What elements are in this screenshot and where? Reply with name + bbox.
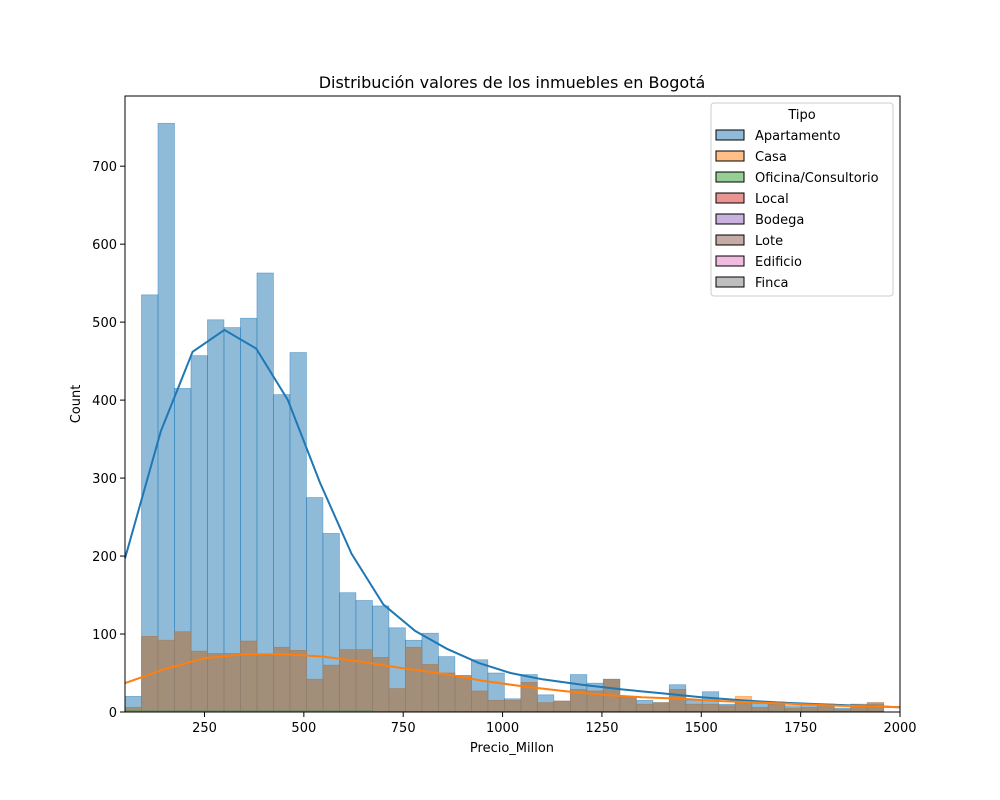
bar-finca xyxy=(322,664,340,713)
bar-finca xyxy=(536,702,555,713)
legend-label: Apartamento xyxy=(755,129,841,144)
x-tick-label: 1500 xyxy=(685,721,718,736)
legend-swatch xyxy=(715,234,745,246)
bar-finca xyxy=(504,699,522,713)
y-tick-label: 500 xyxy=(92,316,117,331)
x-tick-label: 500 xyxy=(291,721,316,736)
bar-finca xyxy=(388,688,406,713)
legend-label: Oficina/Consultorio xyxy=(755,171,879,186)
y-tick-label: 0 xyxy=(109,706,117,721)
bar-finca xyxy=(553,700,571,713)
legend-swatch xyxy=(715,192,745,204)
bar-finca xyxy=(685,703,703,713)
plot-frame xyxy=(124,95,901,713)
y-tick-label: 400 xyxy=(92,394,117,409)
bar-finca xyxy=(718,705,736,713)
bar-finca xyxy=(240,640,258,713)
bar-finca xyxy=(701,703,720,713)
bar-finca xyxy=(355,649,373,713)
legend-swatch xyxy=(715,171,745,183)
x-tick-label: 1000 xyxy=(486,721,519,736)
legend-title: Tipo xyxy=(787,108,815,123)
kde-line-apartamento xyxy=(124,328,901,709)
bar-finca xyxy=(800,706,819,713)
legend-swatch xyxy=(715,150,745,162)
legend-swatch xyxy=(715,213,745,225)
x-axis-ticks: 250 500 750 1000 1250 1500 1750 2000 xyxy=(192,712,917,736)
legend-label: Local xyxy=(755,192,789,207)
bar-finca xyxy=(652,702,670,713)
bar-finca xyxy=(767,703,786,713)
legend-swatch xyxy=(715,129,745,141)
bar-finca xyxy=(619,696,637,713)
legend-label: Finca xyxy=(755,276,789,291)
bar-finca xyxy=(438,672,456,713)
bar-finca xyxy=(273,646,291,713)
bar-finca xyxy=(124,706,142,713)
legend-box xyxy=(710,102,894,297)
kde-lines-group xyxy=(124,328,901,709)
y-tick-label: 600 xyxy=(92,238,117,253)
y-axis-label: Count xyxy=(69,385,84,424)
x-tick-label: 750 xyxy=(391,721,416,736)
x-tick-label: 1250 xyxy=(585,721,618,736)
bar-finca xyxy=(256,654,274,713)
bar-finca xyxy=(157,639,175,713)
y-tick-label: 700 xyxy=(92,160,117,175)
bar-apartamento xyxy=(256,272,274,713)
bar-finca xyxy=(784,707,802,713)
bar-finca xyxy=(174,631,192,713)
legend-label: Edificio xyxy=(755,255,802,270)
bar-finca xyxy=(223,653,241,713)
legend-label: Lote xyxy=(755,234,783,249)
chart-title: Distribución valores de los inmuebles en… xyxy=(319,73,706,92)
x-tick-label: 2000 xyxy=(883,721,916,736)
kde-line-casa xyxy=(124,653,901,709)
x-tick-label: 1750 xyxy=(784,721,817,736)
y-tick-label: 100 xyxy=(92,628,117,643)
bar-finca xyxy=(454,675,472,713)
bar-apartamento xyxy=(207,319,225,713)
x-tick-label: 250 xyxy=(192,721,217,736)
y-tick-label: 300 xyxy=(92,472,117,487)
bar-finca xyxy=(471,690,489,713)
bar-finca xyxy=(207,653,225,713)
bar-finca xyxy=(487,699,505,713)
legend: Tipo Apartamento Casa Oficina/Consultorio L… xyxy=(710,102,894,297)
bar-finca xyxy=(751,706,769,713)
legend-swatch xyxy=(715,255,745,267)
bar-finca xyxy=(289,650,307,713)
bar-finca xyxy=(635,703,654,713)
y-tick-label: 200 xyxy=(92,550,117,565)
legend-label: Bodega xyxy=(755,213,804,228)
legend-label: Casa xyxy=(755,150,787,165)
bar-finca xyxy=(668,689,687,713)
bar-finca xyxy=(405,646,423,713)
legend-swatch xyxy=(715,276,745,288)
y-axis-ticks: 0 100 200 300 400 500 600 700 xyxy=(92,160,125,721)
x-axis-label: Precio_Millon xyxy=(470,741,554,756)
bar-finca xyxy=(306,678,324,713)
